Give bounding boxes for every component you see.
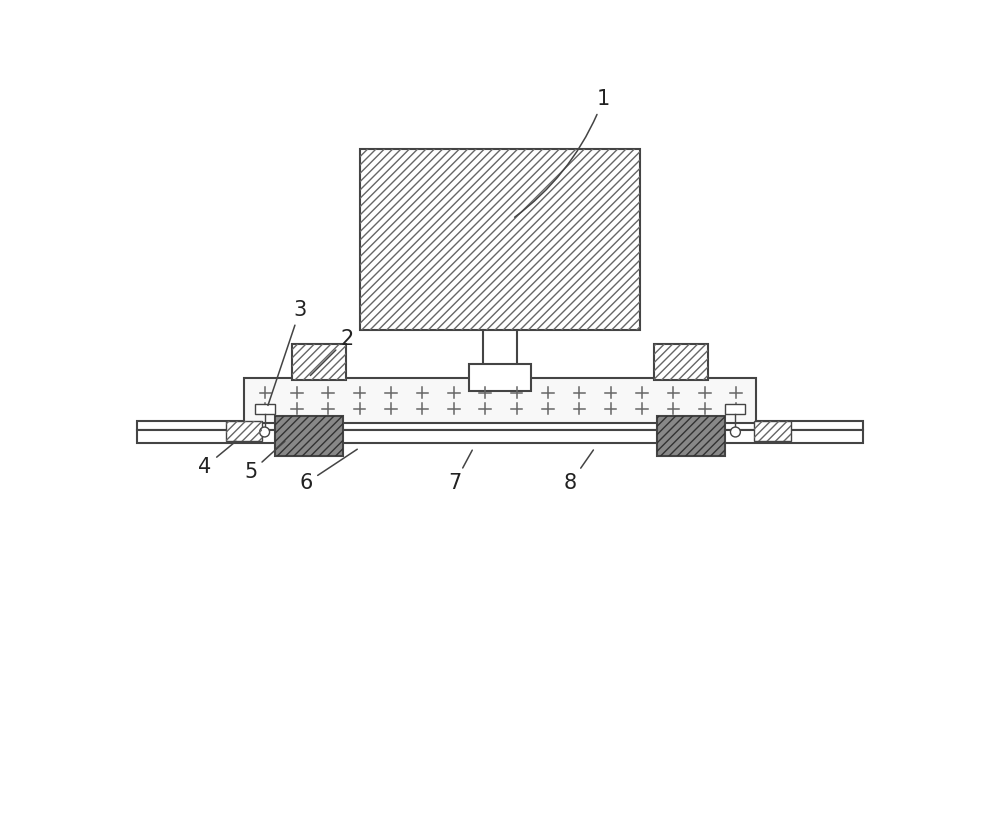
Bar: [137, 421, 863, 430]
Bar: [226, 421, 262, 441]
Bar: [657, 416, 725, 456]
Bar: [244, 378, 756, 423]
Bar: [255, 404, 275, 414]
Text: 6: 6: [299, 449, 357, 493]
Circle shape: [730, 427, 740, 437]
Text: 1: 1: [515, 89, 610, 217]
Bar: [226, 421, 262, 441]
Text: 7: 7: [448, 450, 472, 493]
Bar: [654, 344, 708, 380]
Bar: [292, 344, 346, 380]
Bar: [754, 421, 791, 441]
Bar: [137, 430, 863, 443]
Circle shape: [260, 427, 270, 437]
Bar: [275, 416, 343, 456]
Text: 4: 4: [198, 441, 236, 477]
Text: 5: 5: [244, 441, 285, 482]
Bar: [657, 416, 725, 456]
Text: 8: 8: [564, 450, 593, 493]
Text: 3: 3: [268, 300, 307, 406]
Bar: [725, 404, 745, 414]
Text: 2: 2: [310, 329, 354, 376]
Bar: [469, 364, 531, 391]
Bar: [275, 416, 343, 456]
Bar: [292, 344, 346, 380]
Bar: [360, 149, 640, 330]
Bar: [654, 344, 708, 380]
Bar: [360, 149, 640, 330]
Bar: [754, 421, 791, 441]
